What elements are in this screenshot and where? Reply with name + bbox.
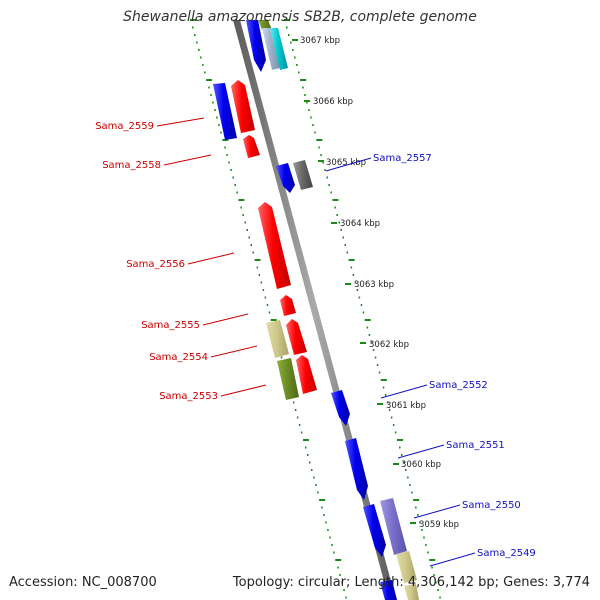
gene-label: Sama_2558 (102, 160, 161, 171)
gene-lavender (380, 498, 407, 555)
gene-sama-2557 (293, 160, 313, 190)
gene-sama-2552 (331, 390, 350, 426)
accession-text: Accession: NC_008700 (9, 575, 157, 590)
gene-label: Sama_2554 (149, 352, 208, 363)
gene-red-1 (231, 80, 255, 133)
gene-label: Sama_2555 (141, 320, 200, 331)
gene-bottom-khaki (404, 584, 419, 600)
gene-blue-2557a (276, 163, 295, 193)
gene-red-2553b (296, 355, 317, 394)
gene-sama-2555 (280, 295, 296, 316)
genome-title: Shewanella amazonensis SB2B, complete ge… (123, 9, 477, 25)
gene-sama-2549 (396, 551, 417, 583)
gene-label: Sama_2557 (373, 153, 432, 164)
gene-bottom-blue (380, 580, 397, 600)
gene-label: Sama_2550 (462, 500, 521, 511)
tick-label: 3059 kbp (419, 520, 459, 530)
tick-label: 3066 kbp (313, 97, 353, 107)
gene-sama-2554 (286, 319, 307, 355)
gene-features (213, 20, 419, 600)
gene-sama-2556 (258, 202, 291, 289)
gene-label: Sama_2551 (446, 440, 505, 451)
gene-label: Sama_2552 (429, 380, 488, 391)
right-tick-marks (284, 19, 441, 599)
gene-label: Sama_2549 (477, 548, 536, 559)
gene-sama-2558 (243, 135, 260, 158)
topology-text: Topology: circular; Length: 4,306,142 bp… (232, 575, 590, 590)
gene-sama-2559 (213, 83, 237, 140)
gene-sama-2551 (345, 438, 368, 500)
tick-label: 3063 kbp (354, 280, 394, 290)
gene-khaki (266, 320, 289, 358)
tick-label: 3065 kbp (326, 158, 366, 168)
gene-label: Sama_2553 (159, 391, 218, 402)
gene-label: Sama_2556 (126, 259, 185, 270)
tick-label: 3062 kbp (369, 340, 409, 350)
left-tick-marks (190, 19, 347, 599)
gene-top-steel (262, 28, 280, 70)
gene-sama-2550 (363, 504, 386, 557)
tick-label: 3067 kbp (300, 36, 340, 46)
tick-label: 3060 kbp (401, 460, 441, 470)
tick-label: 3061 kbp (386, 401, 426, 411)
left-gene-labels: Sama_2559 Sama_2558 Sama_2556 Sama_2555 … (95, 117, 267, 402)
right-gene-labels: Sama_2557 Sama_2552 Sama_2551 Sama_2550 … (325, 153, 536, 567)
gene-label: Sama_2559 (95, 121, 154, 132)
gene-top-cyan (270, 28, 288, 70)
gene-sama-2553 (277, 358, 299, 400)
gene-top-blue (246, 20, 266, 72)
tick-labels: 3067 kbp 3066 kbp 3065 kbp 3064 kbp 3063… (292, 36, 459, 530)
tick-label: 3064 kbp (340, 219, 380, 229)
gene-top-olive (258, 20, 272, 30)
